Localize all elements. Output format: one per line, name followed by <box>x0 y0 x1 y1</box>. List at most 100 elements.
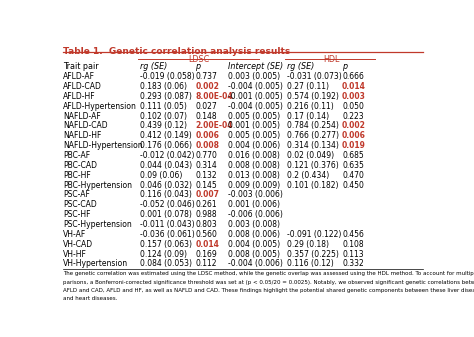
Text: 0.17 (0.14): 0.17 (0.14) <box>287 112 329 121</box>
Text: 0.008: 0.008 <box>195 141 219 150</box>
Text: -0.052 (0.046): -0.052 (0.046) <box>140 200 195 209</box>
Text: 0.003: 0.003 <box>342 92 366 101</box>
Text: 0.183 (0.06): 0.183 (0.06) <box>140 82 187 91</box>
Text: 0.157 (0.063): 0.157 (0.063) <box>140 240 192 249</box>
Text: LDSC: LDSC <box>188 56 210 64</box>
Text: 0.008 (0.005): 0.008 (0.005) <box>228 250 280 258</box>
Text: Table 1.  Genetic correlation analysis results: Table 1. Genetic correlation analysis re… <box>63 47 290 56</box>
Text: 0.050: 0.050 <box>342 102 364 111</box>
Text: NAFLD-CAD: NAFLD-CAD <box>63 121 108 130</box>
Text: 0.666: 0.666 <box>342 72 364 81</box>
Text: 0.27 (0.11): 0.27 (0.11) <box>287 82 329 91</box>
Text: PBC-Hypertension: PBC-Hypertension <box>63 181 132 190</box>
Text: and heart diseases.: and heart diseases. <box>63 296 117 301</box>
Text: 0.003 (0.005): 0.003 (0.005) <box>228 72 280 81</box>
Text: The genetic correlation was estimated using the LDSC method, while the genetic o: The genetic correlation was estimated us… <box>63 271 474 276</box>
Text: 0.293 (0.087): 0.293 (0.087) <box>140 92 192 101</box>
Text: 0.008 (0.008): 0.008 (0.008) <box>228 161 280 170</box>
Text: 0.314 (0.134): 0.314 (0.134) <box>287 141 339 150</box>
Text: 0.113: 0.113 <box>342 250 364 258</box>
Text: 0.09 (0.06): 0.09 (0.06) <box>140 171 182 180</box>
Text: VH-HF: VH-HF <box>63 250 87 258</box>
Text: AFLD-Hypertension: AFLD-Hypertension <box>63 102 137 111</box>
Text: 0.009 (0.009): 0.009 (0.009) <box>228 181 280 190</box>
Text: rg (SE): rg (SE) <box>140 62 167 71</box>
Text: 0.216 (0.11): 0.216 (0.11) <box>287 102 334 111</box>
Text: 0.001 (0.078): 0.001 (0.078) <box>140 210 192 219</box>
Text: 0.357 (0.225): 0.357 (0.225) <box>287 250 339 258</box>
Text: -0.003 (0.006): -0.003 (0.006) <box>228 190 283 200</box>
Text: -0.004 (0.005): -0.004 (0.005) <box>228 82 283 91</box>
Text: PBC-HF: PBC-HF <box>63 171 91 180</box>
Text: AFLD-AF: AFLD-AF <box>63 72 95 81</box>
Text: 0.02 (0.049): 0.02 (0.049) <box>287 151 334 160</box>
Text: 0.101 (0.182): 0.101 (0.182) <box>287 181 338 190</box>
Text: NAFLD-AF: NAFLD-AF <box>63 112 100 121</box>
Text: 0.116 (0.12): 0.116 (0.12) <box>287 259 334 269</box>
Text: 0.560: 0.560 <box>195 230 217 239</box>
Text: 0.007: 0.007 <box>195 190 219 200</box>
Text: 0.111 (0.05): 0.111 (0.05) <box>140 102 187 111</box>
Text: 0.027: 0.027 <box>195 102 217 111</box>
Text: 0.004 (0.006): 0.004 (0.006) <box>228 141 280 150</box>
Text: 0.29 (0.18): 0.29 (0.18) <box>287 240 329 249</box>
Text: 0.784 (0.254): 0.784 (0.254) <box>287 121 339 130</box>
Text: AFLD-CAD: AFLD-CAD <box>63 82 102 91</box>
Text: AFLD and CAD, AFLD and HF, as well as NAFLD and CAD. These findings highlight th: AFLD and CAD, AFLD and HF, as well as NA… <box>63 288 474 293</box>
Text: 0.988: 0.988 <box>195 210 217 219</box>
Text: -0.001 (0.005): -0.001 (0.005) <box>228 92 283 101</box>
Text: 0.803: 0.803 <box>195 220 217 229</box>
Text: 0.261: 0.261 <box>195 200 217 209</box>
Text: p: p <box>195 62 201 71</box>
Text: 0.121 (0.376): 0.121 (0.376) <box>287 161 339 170</box>
Text: 0.003 (0.008): 0.003 (0.008) <box>228 220 280 229</box>
Text: 0.635: 0.635 <box>342 161 364 170</box>
Text: -0.012 (0.042): -0.012 (0.042) <box>140 151 194 160</box>
Text: 0.574 (0.192): 0.574 (0.192) <box>287 92 339 101</box>
Text: 0.770: 0.770 <box>195 151 217 160</box>
Text: -0.004 (0.005): -0.004 (0.005) <box>228 102 283 111</box>
Text: 0.004 (0.005): 0.004 (0.005) <box>228 240 280 249</box>
Text: rg (SE): rg (SE) <box>287 62 314 71</box>
Text: 0.223: 0.223 <box>342 112 364 121</box>
Text: 0.044 (0.043): 0.044 (0.043) <box>140 161 192 170</box>
Text: PSC-Hypertension: PSC-Hypertension <box>63 220 132 229</box>
Text: PSC-CAD: PSC-CAD <box>63 200 97 209</box>
Text: 0.116 (0.043): 0.116 (0.043) <box>140 190 192 200</box>
Text: Trait pair: Trait pair <box>63 62 99 71</box>
Text: 0.002: 0.002 <box>342 121 366 130</box>
Text: 0.332: 0.332 <box>342 259 364 269</box>
Text: 0.470: 0.470 <box>342 171 364 180</box>
Text: -0.036 (0.061): -0.036 (0.061) <box>140 230 195 239</box>
Text: 0.016 (0.008): 0.016 (0.008) <box>228 151 280 160</box>
Text: 0.005 (0.005): 0.005 (0.005) <box>228 112 280 121</box>
Text: 0.001 (0.005): 0.001 (0.005) <box>228 121 280 130</box>
Text: 0.014: 0.014 <box>195 240 219 249</box>
Text: Intercept (SE): Intercept (SE) <box>228 62 283 71</box>
Text: p: p <box>342 62 347 71</box>
Text: 2.00E-04: 2.00E-04 <box>195 121 233 130</box>
Text: 0.084 (0.053): 0.084 (0.053) <box>140 259 192 269</box>
Text: 0.314: 0.314 <box>195 161 217 170</box>
Text: NAFLD-Hypertension: NAFLD-Hypertension <box>63 141 143 150</box>
Text: 0.006: 0.006 <box>342 131 366 140</box>
Text: -0.004 (0.006): -0.004 (0.006) <box>228 259 283 269</box>
Text: -0.011 (0.043): -0.011 (0.043) <box>140 220 195 229</box>
Text: -0.091 (0.122): -0.091 (0.122) <box>287 230 341 239</box>
Text: 0.102 (0.07): 0.102 (0.07) <box>140 112 187 121</box>
Text: -0.006 (0.006): -0.006 (0.006) <box>228 210 283 219</box>
Text: 0.046 (0.032): 0.046 (0.032) <box>140 181 192 190</box>
Text: 0.685: 0.685 <box>342 151 364 160</box>
Text: 0.2 (0.434): 0.2 (0.434) <box>287 171 329 180</box>
Text: 0.737: 0.737 <box>195 72 217 81</box>
Text: PBC-CAD: PBC-CAD <box>63 161 97 170</box>
Text: AFLD-HF: AFLD-HF <box>63 92 96 101</box>
Text: 0.008 (0.006): 0.008 (0.006) <box>228 230 280 239</box>
Text: 0.014: 0.014 <box>342 82 366 91</box>
Text: 0.019: 0.019 <box>342 141 366 150</box>
Text: PSC-HF: PSC-HF <box>63 210 91 219</box>
Text: 0.005 (0.005): 0.005 (0.005) <box>228 131 280 140</box>
Text: VH-Hypertension: VH-Hypertension <box>63 259 128 269</box>
Text: NAFLD-HF: NAFLD-HF <box>63 131 101 140</box>
Text: VH-AF: VH-AF <box>63 230 86 239</box>
